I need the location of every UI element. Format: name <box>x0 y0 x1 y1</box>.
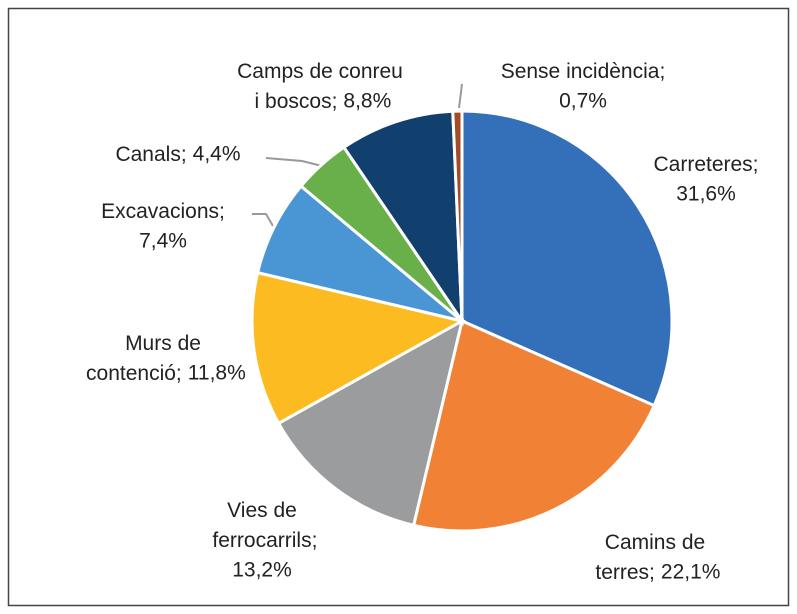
slice-label: Murs de contenció; <box>80 332 201 385</box>
label-line: terres; <box>590 561 655 584</box>
label-line: Camps de conreu <box>237 60 403 83</box>
label-line: Murs de <box>125 332 201 355</box>
slice-label: Camins de terres; <box>590 531 706 584</box>
label-line: Excavacions; <box>101 200 225 223</box>
slice <box>255 184 463 323</box>
slice <box>276 318 465 528</box>
label-line: Sense incidència; <box>501 60 666 83</box>
leader-line <box>252 213 274 227</box>
slice-label: Excavacions; <box>101 200 225 223</box>
slice-label: Vies de ferrocarrils; <box>207 499 318 552</box>
value-label: 11,8% <box>188 362 246 385</box>
value-label: 8,8% <box>343 90 391 113</box>
value-label: 13,2% <box>232 559 292 582</box>
slice <box>341 109 464 327</box>
slice-label: Carreteres; <box>653 153 758 176</box>
label-line: Carreteres; <box>653 153 758 176</box>
label-line: Vies de <box>227 499 297 522</box>
label-line: Camins de <box>605 531 705 554</box>
slice <box>250 270 467 426</box>
leader-line <box>458 83 463 109</box>
slice <box>460 109 674 408</box>
label-line: i boscos; <box>249 90 338 113</box>
slice <box>411 318 657 533</box>
value-label: 7,4% <box>139 230 187 253</box>
slice-label: Canals; <box>115 143 186 166</box>
leader-line <box>265 157 323 167</box>
label-line: contenció; <box>80 362 182 385</box>
label-line: ferrocarrils; <box>207 529 318 552</box>
value-label: 0,7% <box>559 90 607 113</box>
value-label: 4,4% <box>193 143 241 166</box>
value-label: 22,1% <box>661 561 721 584</box>
slice-label: Sense incidència; <box>501 60 666 83</box>
labels: Carreteres;31,6%Camins de terres; 22,1%Vi… <box>80 60 758 584</box>
slice <box>451 109 464 322</box>
label-line: Canals; <box>115 143 186 166</box>
value-label: 31,6% <box>676 183 736 206</box>
slices <box>250 109 674 533</box>
slice-label: Camps de conreu i boscos; <box>237 60 403 113</box>
